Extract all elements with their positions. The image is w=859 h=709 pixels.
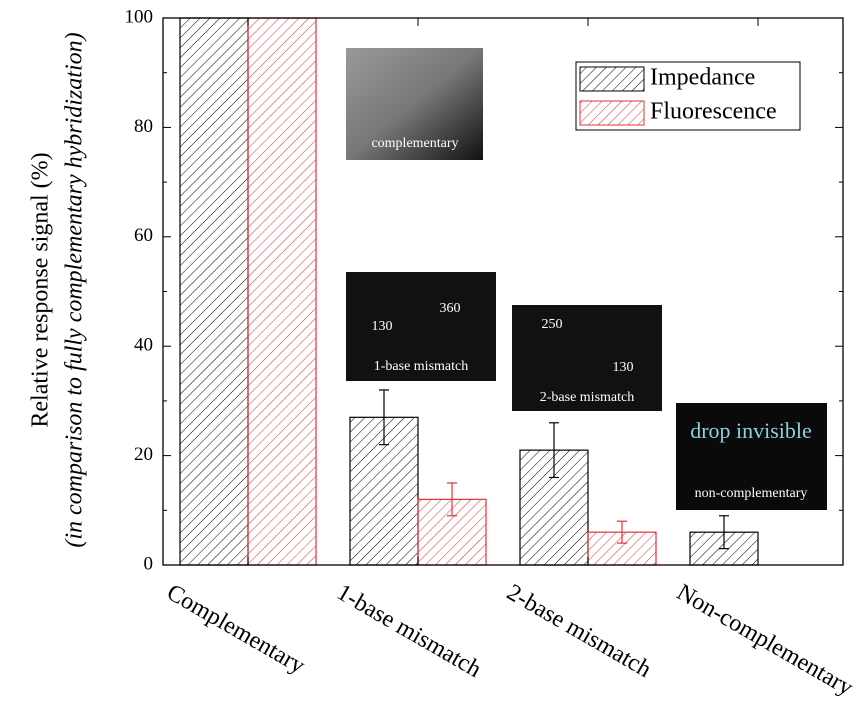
bar bbox=[247, 17, 317, 566]
x-tick-label: Complementary bbox=[162, 579, 309, 679]
inset-background bbox=[346, 272, 496, 381]
legend-label: Fluorescence bbox=[650, 99, 777, 125]
error-bar bbox=[447, 482, 457, 517]
legend-swatch bbox=[579, 100, 645, 126]
error-bar bbox=[549, 422, 559, 479]
y-tick-label: 40 bbox=[134, 335, 153, 356]
legend-swatch bbox=[579, 66, 645, 92]
inset-label: 360 bbox=[440, 301, 461, 316]
legend-label: Impedance bbox=[650, 65, 755, 91]
inset-background bbox=[512, 305, 662, 411]
y-tick-label: 60 bbox=[134, 225, 153, 246]
x-tick-label: 2-base mismatch bbox=[502, 579, 655, 683]
y-tick-label: 100 bbox=[125, 6, 154, 27]
error-bar bbox=[379, 389, 389, 446]
inset-label: 2-base mismatch bbox=[540, 390, 634, 405]
inset-image: 130 360 1-base mismatch bbox=[346, 272, 496, 381]
inset-label: 1-base mismatch bbox=[374, 359, 468, 374]
inset-image: 250 130 2-base mismatch bbox=[512, 305, 662, 411]
x-tick-label: 1-base mismatch bbox=[332, 579, 485, 683]
error-bar bbox=[617, 520, 627, 544]
inset-label: complementary bbox=[371, 136, 458, 151]
inset-label: 130 bbox=[613, 360, 634, 375]
inset-background bbox=[346, 48, 483, 160]
legend: Impedance Fluorescence bbox=[575, 61, 801, 131]
y-tick-label: 20 bbox=[134, 444, 153, 465]
error-bar bbox=[719, 515, 729, 550]
inset-image: drop invisible non-complementary bbox=[676, 403, 827, 510]
inset-label: non-complementary bbox=[695, 486, 808, 501]
y-axis-label: Relative response signal (%) bbox=[28, 152, 54, 427]
inset-label: 250 bbox=[542, 317, 563, 332]
inset-image: complementary bbox=[346, 48, 483, 160]
bar bbox=[179, 17, 249, 566]
x-tick-label: Non-complementary bbox=[672, 579, 857, 701]
inset-label: drop invisible bbox=[690, 418, 812, 443]
y-axis-note: (in comparison to fully complementary hy… bbox=[62, 32, 88, 547]
inset-background bbox=[676, 403, 827, 510]
y-tick-label: 0 bbox=[144, 553, 154, 574]
y-tick-label: 80 bbox=[134, 116, 153, 137]
inset-label: 130 bbox=[372, 319, 393, 334]
